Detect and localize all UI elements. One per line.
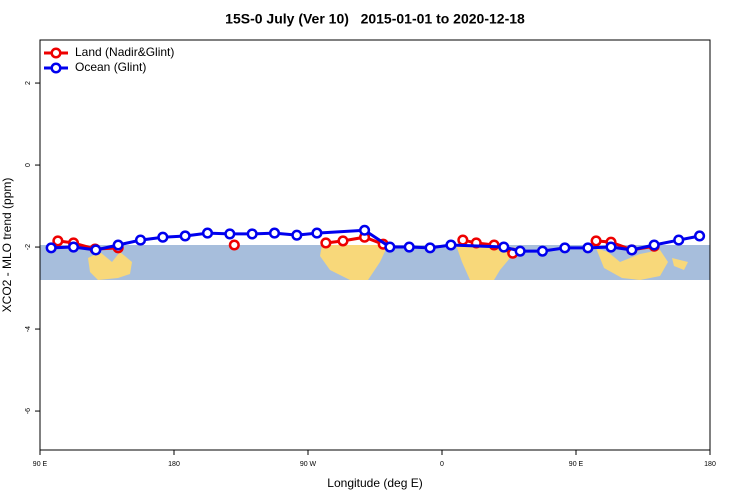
y-tick-label: 2: [25, 81, 32, 85]
data-point: [359, 224, 371, 236]
plot-frame: [39, 39, 711, 451]
data-point: [112, 239, 124, 251]
data-point: [582, 242, 594, 254]
data-point: [320, 237, 332, 249]
chart-title: 15S-0 July (Ver 10) 2015-01-01 to 2020-1…: [225, 11, 525, 27]
x-tick-label: 0: [440, 461, 444, 468]
series-line: [57, 235, 655, 255]
series-line: [51, 228, 700, 253]
data-point: [52, 235, 64, 247]
data-point: [384, 241, 396, 253]
data-point: [45, 242, 57, 254]
data-point: [648, 239, 660, 251]
legend-label: Land (Nadir&Glint): [75, 45, 174, 59]
data-point: [536, 245, 549, 257]
y-tick-label: 0: [25, 163, 32, 167]
x-tick-label: 180: [704, 461, 716, 468]
y-axis-label: XCO2 - MLO trend (ppm): [0, 178, 14, 313]
data-point: [268, 227, 281, 239]
data-point: [337, 235, 349, 247]
data-point: [228, 239, 240, 251]
data-point: [403, 241, 415, 253]
data-point: [201, 227, 214, 239]
data-point: [457, 234, 469, 246]
data-point: [590, 235, 602, 247]
data-point: [694, 230, 706, 242]
y-tick-label: -4: [25, 326, 32, 332]
data-point: [134, 234, 147, 246]
x-tick-label: 90 W: [300, 461, 317, 468]
data-point: [424, 242, 436, 254]
data-point: [67, 241, 80, 253]
data-point: [311, 227, 323, 239]
map-strip: [40, 245, 710, 280]
data-point: [559, 242, 571, 254]
data-point: [90, 244, 102, 256]
legend-marker: [50, 47, 62, 59]
data-point: [605, 241, 617, 253]
x-tick-label: 90 E: [569, 461, 584, 468]
y-tick-label: -2: [25, 244, 32, 250]
x-tick-label: 180: [168, 461, 180, 468]
data-point: [246, 228, 258, 240]
data-point: [498, 241, 510, 253]
data-point: [224, 228, 236, 240]
data-point: [514, 245, 526, 257]
data-point: [626, 244, 638, 256]
data-point: [673, 234, 685, 246]
x-axis-label: Longitude (deg E): [327, 476, 422, 490]
data-point: [445, 239, 457, 251]
legend-label: Ocean (Glint): [75, 60, 146, 74]
x-tick-label: 90 E: [33, 461, 48, 468]
data-point: [291, 229, 303, 241]
data-point: [179, 230, 191, 242]
data-point: [157, 231, 169, 243]
legend-marker: [50, 62, 62, 74]
y-tick-label: -6: [25, 408, 32, 414]
